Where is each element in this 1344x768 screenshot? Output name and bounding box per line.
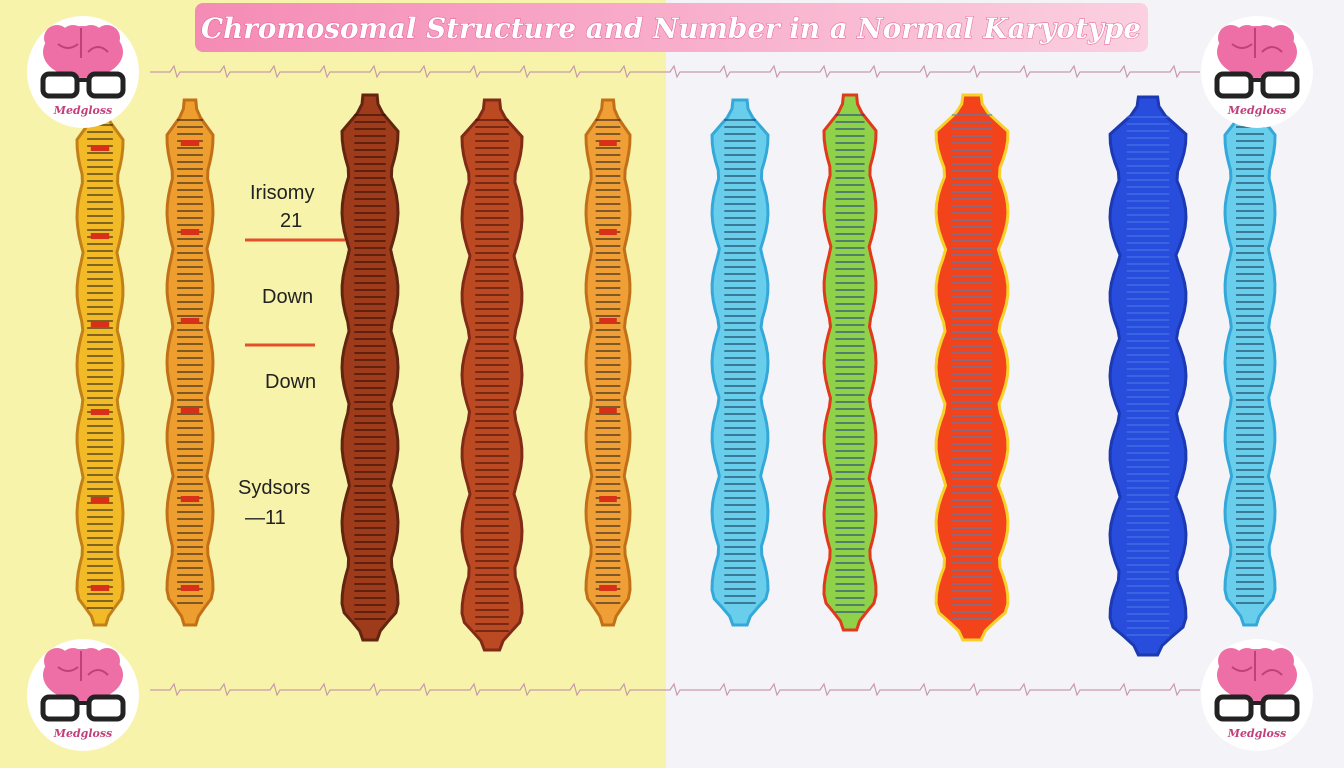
logo-brain-lobe [1268, 648, 1294, 674]
band-accent [180, 140, 200, 146]
label: Irisomy [250, 182, 314, 204]
logo: Medgloss [27, 16, 139, 128]
logo-brain-fold [1231, 28, 1283, 58]
label: —11 [245, 507, 286, 529]
ecg-line [150, 64, 1200, 79]
band-accent [599, 318, 617, 324]
title-banner [195, 3, 1148, 52]
band-accent [599, 585, 617, 591]
logo-glasses [1214, 694, 1254, 722]
logo-text: Medgloss [1227, 727, 1286, 740]
title: Chromosomal Structure and Number in a No… [201, 12, 1141, 45]
band-accent [90, 585, 110, 591]
logo-text: Medgloss [1227, 104, 1286, 117]
band-accent [180, 318, 200, 324]
label: Down [262, 286, 313, 308]
band-accent [90, 233, 110, 239]
logo-text: Medgloss [53, 727, 112, 740]
logo-brain-lobe [94, 25, 120, 51]
logo-brain-fold [57, 28, 109, 58]
logos: Medgloss Medgloss Medgloss Medgloss [27, 16, 1313, 751]
ecg-lines [150, 64, 1200, 697]
logo-brain-fold [57, 651, 109, 681]
ecg-line [150, 682, 1200, 697]
logo-glasses [1214, 71, 1254, 99]
label: Down [265, 371, 316, 393]
label: Sydsors [238, 477, 310, 499]
chromosome [75, 103, 125, 627]
logo-glasses [86, 71, 126, 99]
logo-brain-lobe [60, 25, 86, 51]
band-accent [90, 409, 110, 415]
logo-brain-lobe [60, 648, 86, 674]
chromosomes [75, 93, 1277, 657]
band-accent [90, 497, 110, 503]
logo: Medgloss [1201, 16, 1313, 128]
label: 21 [280, 210, 302, 232]
band-accent [180, 407, 200, 413]
logo-glasses [1260, 71, 1300, 99]
band-accent [599, 140, 617, 146]
logo-brain-fold [1231, 651, 1283, 681]
band-accent [180, 585, 200, 591]
logo-glasses [40, 694, 80, 722]
band-accent [90, 145, 110, 151]
logo: Medgloss [1201, 639, 1313, 751]
logo-text: Medgloss [53, 104, 112, 117]
chromosome [822, 93, 878, 632]
logo-glasses [1260, 694, 1300, 722]
band-accent [180, 496, 200, 502]
band-accent [180, 229, 200, 235]
band-accent [599, 407, 617, 413]
logo-brain-lobe [1268, 25, 1294, 51]
logo-brain-lobe [94, 648, 120, 674]
logo-brain-lobe [1234, 648, 1260, 674]
band-accent [599, 496, 617, 502]
logo-glasses [40, 71, 80, 99]
logo: Medgloss [27, 639, 139, 751]
logo-glasses [86, 694, 126, 722]
logo-brain-lobe [1234, 25, 1260, 51]
band-accent [599, 229, 617, 235]
band-accent [90, 321, 110, 327]
